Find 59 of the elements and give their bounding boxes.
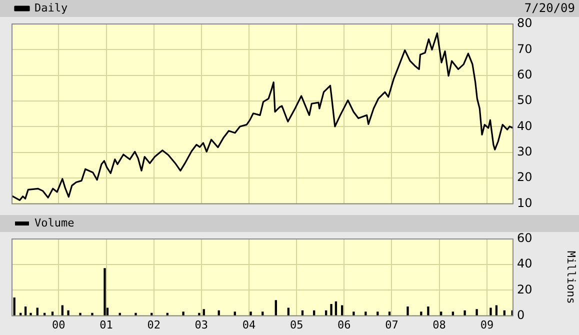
bar <box>476 309 478 316</box>
y-tick-label: 30 <box>517 144 532 159</box>
bar <box>104 268 106 316</box>
legend-label: Daily <box>34 1 68 14</box>
legend-label: Volume <box>34 216 74 230</box>
x-tick-label: 09 <box>480 318 494 332</box>
bar <box>30 312 32 316</box>
x-tick-label: 01 <box>100 318 113 332</box>
bar <box>330 304 332 316</box>
bar <box>91 312 94 316</box>
bar <box>79 312 82 316</box>
y-axis-title: Millions <box>564 250 578 304</box>
y-tick-label: 80 <box>517 16 532 30</box>
x-tick-label: 04 <box>242 318 256 332</box>
bar <box>13 298 16 316</box>
y-tick-label: 20 <box>517 282 532 296</box>
bar <box>452 312 454 316</box>
bar <box>24 306 27 316</box>
text: 7/20/09 <box>524 1 575 16</box>
y-tick-label: 40 <box>517 256 532 271</box>
y-tick-label: 70 <box>517 42 532 56</box>
x-tick-label: 03 <box>194 318 208 332</box>
bar <box>490 308 492 316</box>
bar <box>198 312 200 316</box>
bar <box>67 310 70 316</box>
x-tick-label: 02 <box>147 318 160 332</box>
bar <box>134 312 137 316</box>
y-tick-label: 60 <box>517 67 532 82</box>
bar <box>495 305 498 316</box>
bar <box>341 305 344 316</box>
bar <box>61 305 64 316</box>
y-tick-label: 10 <box>517 196 532 210</box>
bar <box>464 310 466 316</box>
x-tick-label: 00 <box>52 318 66 332</box>
bar <box>376 312 379 316</box>
bar <box>406 306 409 316</box>
bar <box>202 309 205 316</box>
bar <box>440 312 442 316</box>
y-tick-label: 0 <box>517 308 525 322</box>
y-tick-label: 40 <box>517 118 532 133</box>
bar <box>182 312 184 316</box>
y-tick-label: 20 <box>517 170 532 184</box>
bar <box>234 312 236 316</box>
bar <box>334 301 338 316</box>
y-tick-label: 60 <box>517 231 532 246</box>
x-tick-label: 08 <box>432 318 446 332</box>
bar <box>274 300 277 316</box>
x-tick-label: 06 <box>338 318 351 332</box>
y-tick-label: 50 <box>517 93 532 108</box>
bar <box>51 312 54 316</box>
bar <box>250 312 252 316</box>
bar <box>352 312 355 316</box>
bar <box>427 306 430 316</box>
bar <box>388 312 391 316</box>
bar <box>364 312 367 316</box>
bar <box>262 312 264 316</box>
x-tick-label: 05 <box>290 318 304 332</box>
x-tick-label: 07 <box>385 318 398 332</box>
bar <box>420 312 422 316</box>
